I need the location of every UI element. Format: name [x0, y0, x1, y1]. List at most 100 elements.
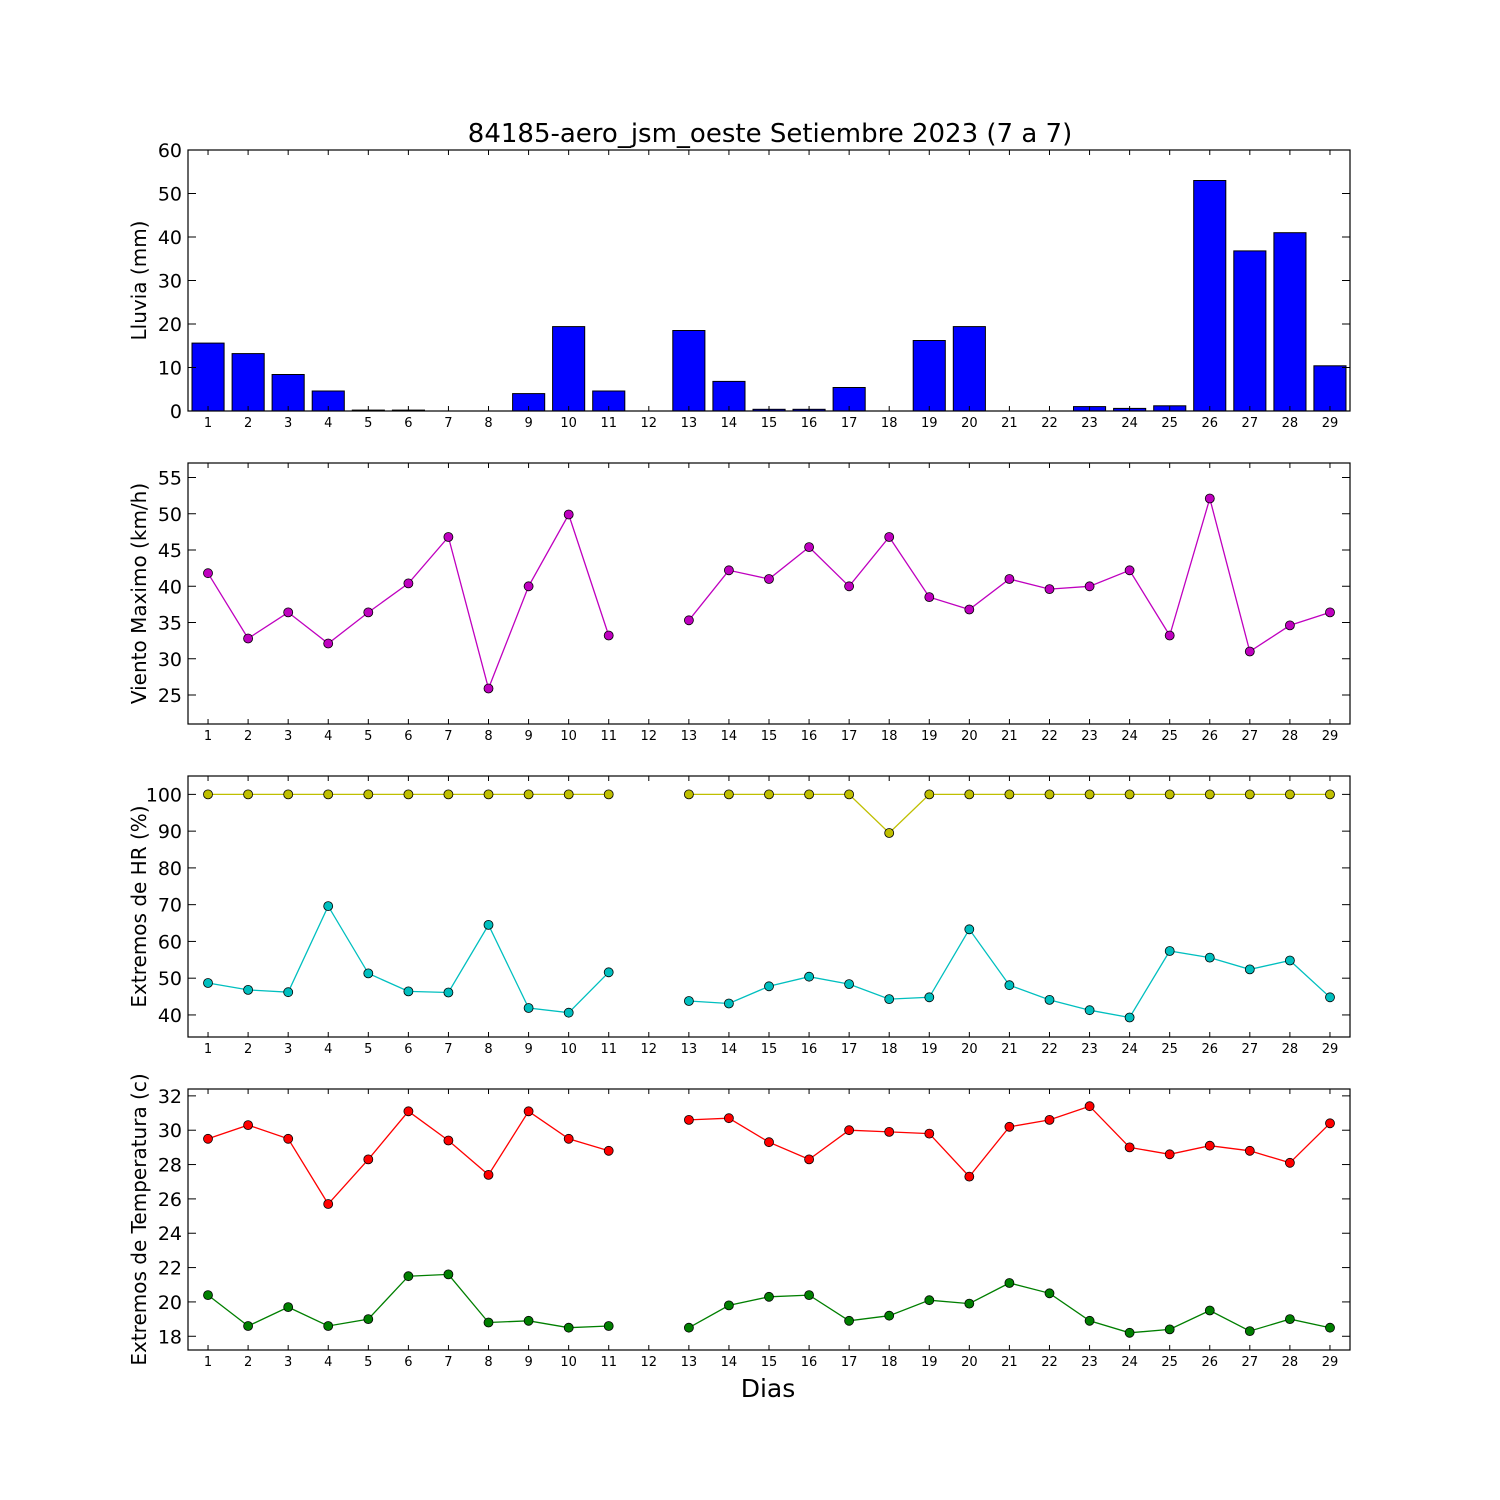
x-tick-label: 25: [1161, 1042, 1178, 1057]
point-day-8: [483, 683, 494, 694]
x-tick-label: 8: [484, 1355, 492, 1370]
point-day-18: [884, 1310, 895, 1321]
point-day-8: [483, 1170, 494, 1180]
x-tick-label: 1: [204, 729, 212, 744]
y-tick-label: 20: [158, 1292, 182, 1314]
x-tick-label: 9: [524, 1355, 532, 1370]
x-tick-label: 10: [560, 729, 577, 744]
x-tick-label: 2: [244, 729, 252, 744]
point-day-27: [1244, 1145, 1255, 1156]
bar-day-26: [1193, 180, 1227, 412]
point-day-15: [764, 981, 774, 992]
x-tick-label: 3: [284, 729, 292, 744]
x-tick-label: 24: [1121, 729, 1138, 744]
point-day-1: [203, 1290, 213, 1300]
axes-frame: [187, 149, 1351, 412]
x-tick-label: 27: [1242, 729, 1259, 744]
x-tick-label: 25: [1161, 729, 1178, 744]
point-day-19: [924, 992, 935, 1003]
x-tick-label: 17: [841, 1355, 858, 1370]
axes-frame: [187, 462, 1351, 725]
x-tick-label: 2: [244, 416, 252, 431]
point-day-6: [403, 578, 414, 589]
x-tick-label: 16: [801, 1042, 818, 1057]
x-tick-label: 6: [404, 416, 412, 431]
point-day-7: [443, 987, 454, 998]
x-tick-label: 20: [961, 1355, 978, 1370]
point-day-6: [403, 986, 414, 997]
x-tick-label: 20: [961, 729, 978, 744]
point-day-29: [1325, 1322, 1335, 1333]
y-tick-label: 60: [158, 140, 182, 162]
point-day-3: [283, 607, 294, 618]
x-tick-label: 19: [921, 1355, 938, 1370]
x-tick-label: 20: [961, 1042, 978, 1057]
point-day-15: [764, 574, 774, 584]
x-tick-label: 5: [364, 729, 372, 744]
x-tick-label: 13: [681, 416, 698, 431]
y-tick-label: 25: [158, 685, 182, 707]
point-day-7: [443, 1269, 454, 1280]
x-tick-label: 8: [484, 1042, 492, 1057]
point-day-20: [964, 604, 975, 615]
point-day-21: [1004, 1121, 1015, 1132]
point-day-9: [523, 1003, 534, 1013]
chart-panels: 1 2 3 4 5 6 7 8 9 10 11 12 13 14 15 16 17 18 19 20 21 22 23 24 2…: [127, 140, 1351, 1370]
point-day-21: [1004, 574, 1015, 584]
point-day-5: [363, 968, 374, 979]
y-tick-label: 50: [158, 968, 182, 990]
x-tick-label: 3: [284, 1042, 292, 1057]
x-tick-label: 15: [761, 1042, 778, 1057]
point-day-8: [483, 789, 494, 800]
point-day-9: [523, 789, 534, 800]
point-day-7: [443, 1135, 454, 1146]
point-day-5: [363, 1314, 374, 1324]
bar-day-10: [552, 326, 586, 412]
series-1: [203, 493, 1335, 694]
point-day-10: [563, 1133, 574, 1144]
point-day-8: [483, 920, 494, 930]
x-tick-label: 28: [1282, 1042, 1299, 1057]
x-tick-label: 26: [1201, 416, 1218, 431]
x-tick-label: 6: [404, 1355, 412, 1370]
point-day-29: [1325, 607, 1335, 618]
y-tick-label: 60: [158, 931, 182, 953]
x-tick-label: 3: [284, 416, 292, 431]
x-tick-label: 2: [244, 1355, 252, 1370]
point-day-5: [363, 607, 374, 618]
bar-day-20: [952, 326, 986, 412]
x-tick-label: 3: [284, 1355, 292, 1370]
x-tick-label: 8: [484, 729, 492, 744]
y-tick-label: 40: [158, 227, 182, 249]
series-line: [688, 1105, 1331, 1178]
point-day-23: [1084, 1315, 1095, 1326]
x-tick-label: 20: [961, 416, 978, 431]
x-tick-label: 14: [721, 1355, 738, 1370]
x-tick-label: 25: [1161, 416, 1178, 431]
point-day-13: [684, 996, 694, 1006]
bar-day-13: [672, 330, 706, 412]
y-tick-label: 26: [158, 1189, 182, 1211]
y-tick-label: 50: [158, 504, 182, 526]
point-day-26: [1204, 952, 1215, 963]
point-day-25: [1164, 789, 1175, 800]
point-day-2: [243, 1321, 254, 1331]
x-tick-label: 6: [404, 1042, 412, 1057]
x-tick-label: 7: [444, 1355, 452, 1370]
point-day-13: [684, 615, 694, 626]
panel-2: 1 2 3 4 5 6 7 8 9 10 11 12 13 14 15 16 17 18 19 20 21 22 23 24 2…: [127, 462, 1351, 744]
point-day-11: [603, 789, 614, 800]
x-tick-label: 15: [761, 416, 778, 431]
point-day-1: [203, 1133, 213, 1144]
point-day-2: [243, 633, 254, 644]
point-day-21: [1004, 789, 1015, 800]
x-tick-label: 15: [761, 1355, 778, 1370]
x-tick-label: 13: [681, 729, 698, 744]
chart-title: 84185-aero_jsm_oeste Setiembre 2023 (7 a…: [468, 119, 1072, 149]
point-day-2: [243, 789, 254, 800]
bar-day-27: [1233, 250, 1267, 412]
point-day-5: [363, 789, 374, 800]
point-day-23: [1084, 1005, 1095, 1016]
x-tick-label: 19: [921, 729, 938, 744]
point-day-20: [964, 789, 975, 800]
